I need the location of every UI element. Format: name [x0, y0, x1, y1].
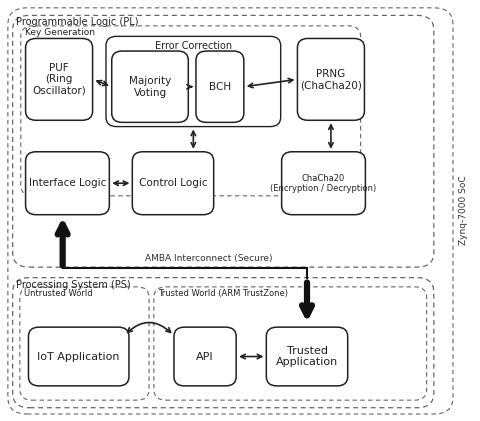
Text: IoT Application: IoT Application: [37, 352, 120, 362]
Text: Processing System (PS): Processing System (PS): [16, 280, 131, 290]
Text: PUF
(Ring
Oscillator): PUF (Ring Oscillator): [32, 63, 86, 96]
Text: AMBA Interconnect (Secure): AMBA Interconnect (Secure): [145, 254, 273, 264]
FancyBboxPatch shape: [106, 36, 281, 127]
Text: Interface Logic: Interface Logic: [29, 178, 106, 188]
Text: BCH: BCH: [209, 82, 231, 92]
FancyBboxPatch shape: [12, 277, 434, 408]
FancyBboxPatch shape: [132, 152, 214, 215]
FancyBboxPatch shape: [8, 8, 453, 414]
FancyBboxPatch shape: [154, 287, 427, 400]
Text: Zynq-7000 SoC: Zynq-7000 SoC: [459, 176, 468, 245]
FancyBboxPatch shape: [25, 38, 93, 120]
FancyBboxPatch shape: [196, 51, 244, 123]
Text: Trusted World (ARM TrustZone): Trusted World (ARM TrustZone): [157, 289, 288, 298]
FancyBboxPatch shape: [28, 327, 129, 386]
FancyBboxPatch shape: [12, 16, 434, 267]
FancyBboxPatch shape: [21, 26, 360, 196]
FancyBboxPatch shape: [112, 51, 188, 123]
FancyBboxPatch shape: [25, 152, 109, 215]
Text: Key Generation: Key Generation: [24, 28, 95, 37]
FancyBboxPatch shape: [174, 327, 236, 386]
Text: Trusted
Application: Trusted Application: [276, 346, 338, 368]
FancyBboxPatch shape: [20, 287, 149, 400]
Text: Control Logic: Control Logic: [139, 178, 207, 188]
FancyBboxPatch shape: [266, 327, 348, 386]
Text: API: API: [196, 352, 214, 362]
Text: Untrusted World: Untrusted World: [24, 289, 92, 298]
FancyBboxPatch shape: [282, 152, 365, 215]
Text: Error Correction: Error Correction: [155, 40, 232, 51]
Text: Majority
Voting: Majority Voting: [129, 76, 171, 98]
Text: ChaCha20
(Encryption / Decryption): ChaCha20 (Encryption / Decryption): [270, 173, 377, 193]
Text: Programmable Logic (PL): Programmable Logic (PL): [16, 18, 139, 27]
FancyBboxPatch shape: [298, 38, 364, 120]
Text: PRNG
(ChaCha20): PRNG (ChaCha20): [300, 69, 362, 90]
